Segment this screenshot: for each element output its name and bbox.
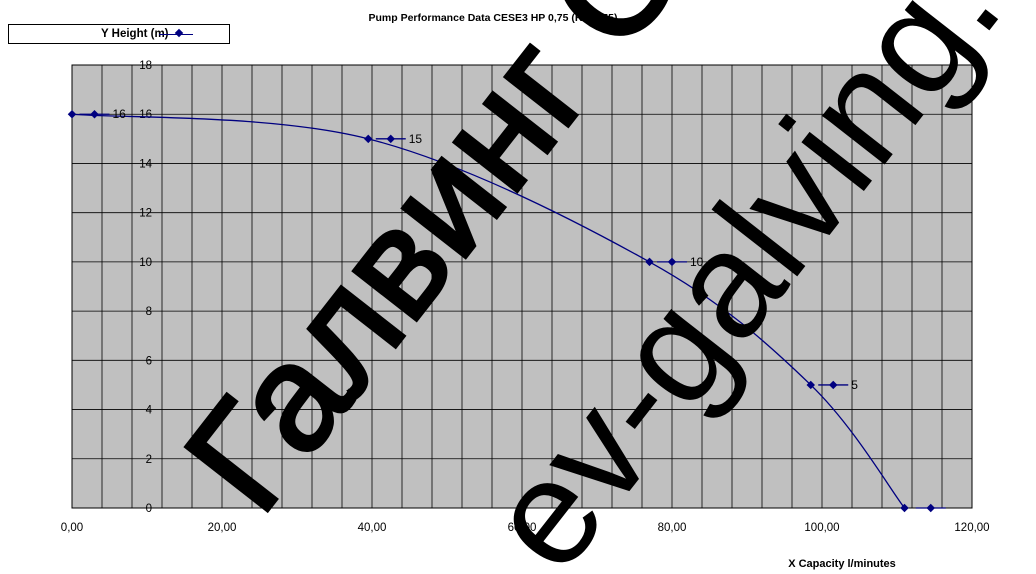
data-label: 15 bbox=[409, 132, 423, 146]
label-marker bbox=[926, 503, 935, 513]
series-line bbox=[71, 113, 906, 509]
label-marker bbox=[829, 380, 838, 390]
data-point bbox=[364, 134, 373, 144]
y-tick-label: 14 bbox=[139, 158, 152, 170]
grid bbox=[72, 65, 972, 508]
x-tick-label: 80,00 bbox=[658, 522, 687, 534]
x-axis-label: X Capacity l/minutes bbox=[788, 558, 896, 570]
legend-label: Y Height (m) bbox=[101, 28, 169, 40]
label-marker bbox=[90, 109, 99, 119]
x-tick-labels: 0,00 20,00 40,00 60,00 80,00 100,00 120,00 bbox=[61, 522, 990, 534]
label-marker bbox=[667, 257, 677, 267]
y-tick-label: 12 bbox=[139, 208, 152, 220]
plot-border bbox=[71, 64, 973, 509]
series-group bbox=[67, 109, 909, 513]
label-marker bbox=[386, 134, 395, 144]
data-label: 5 bbox=[851, 378, 858, 392]
x-tick-label: 100,00 bbox=[804, 522, 839, 534]
y-tick-label: 4 bbox=[146, 405, 153, 417]
y-tick-label: 18 bbox=[139, 60, 152, 72]
x-tick-label: 120,00 bbox=[954, 522, 989, 534]
data-point bbox=[645, 257, 654, 267]
data-label: 16 bbox=[113, 107, 127, 121]
y-tick-label: 6 bbox=[146, 355, 152, 367]
data-label: 10 bbox=[690, 255, 704, 269]
data-point bbox=[67, 109, 77, 119]
x-tick-label: 60,00 bbox=[508, 522, 537, 534]
legend: Y Height (m) bbox=[8, 24, 230, 44]
y-tick-label: 2 bbox=[146, 454, 152, 466]
data-point bbox=[900, 503, 909, 513]
x-tick-label: 0,00 bbox=[61, 522, 83, 534]
data-point bbox=[806, 380, 815, 390]
x-tick-label: 40,00 bbox=[358, 522, 387, 534]
y-tick-label: 16 bbox=[139, 109, 152, 121]
y-tick-label: 0 bbox=[146, 503, 152, 515]
y-tick-label: 10 bbox=[139, 257, 152, 269]
y-tick-labels: 0 2 4 6 8 10 12 14 16 18 bbox=[139, 60, 152, 515]
y-tick-label: 8 bbox=[146, 306, 152, 318]
point-labels: 16 15 10 5 bbox=[79, 107, 946, 513]
chart-title: Pump Performance Data CESE3 HP 0,75 (Kw … bbox=[369, 12, 618, 24]
legend-marker-swatch bbox=[174, 28, 184, 38]
x-tick-label: 20,00 bbox=[208, 522, 237, 534]
